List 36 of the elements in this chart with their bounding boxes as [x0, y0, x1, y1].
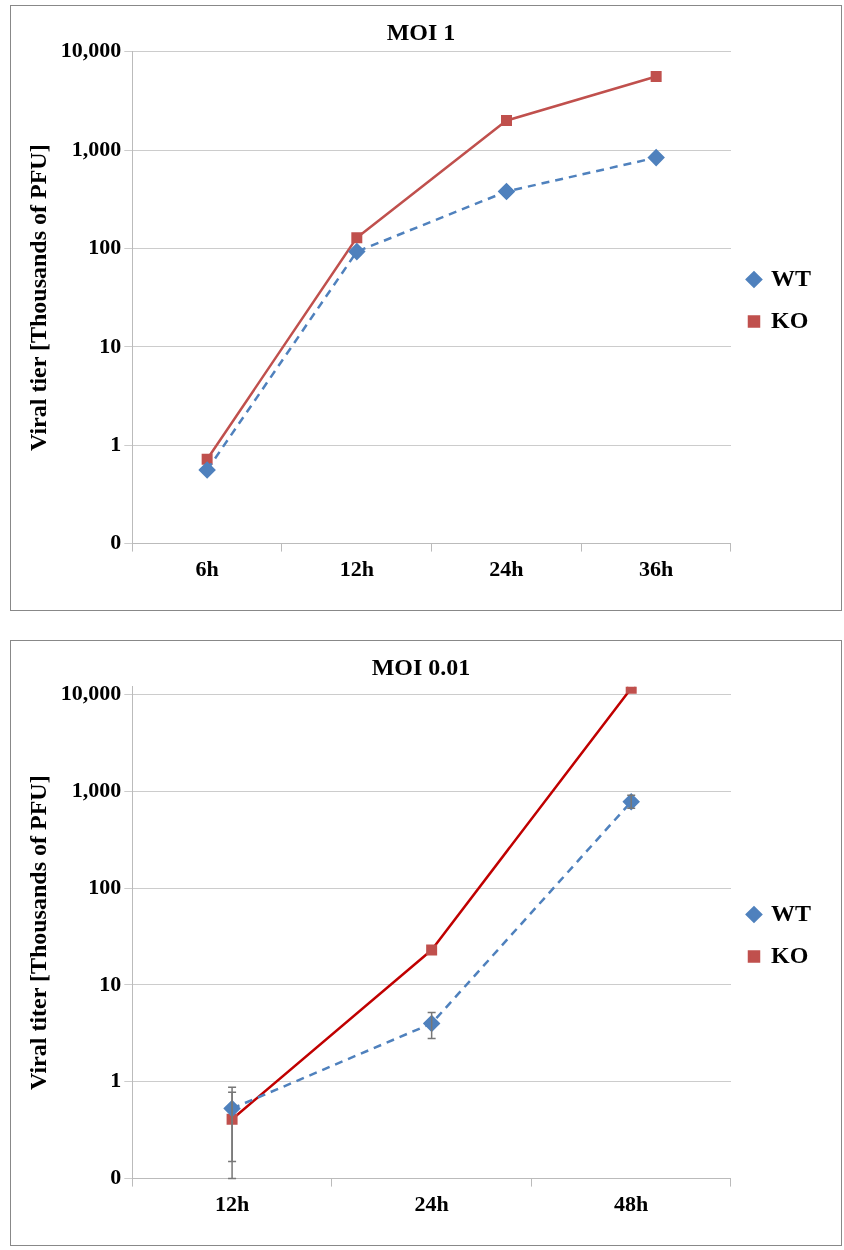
legend-label: KO — [770, 306, 809, 333]
y-tick-label: 10,000 — [60, 37, 122, 63]
y-tick-label: 100 — [88, 234, 122, 260]
x-tick-label: 24h — [414, 1191, 449, 1217]
y-axis-title: Viral titer [Thousands of PFU] — [24, 775, 51, 1091]
point — [198, 461, 216, 479]
x-tick-label: 48h — [614, 1191, 649, 1217]
y-tick-label: 100 — [88, 873, 122, 899]
y-tick-label: 0 — [110, 529, 122, 555]
y-axis-title: Viral tier [Thousands of PFU] — [24, 144, 51, 452]
legend-label: WT — [770, 899, 812, 926]
y-tick-label: 10 — [99, 970, 122, 996]
y-tick-label: 1,000 — [71, 135, 122, 161]
point — [647, 149, 665, 166]
y-tick-label: 10,000 — [60, 680, 122, 706]
point — [650, 71, 662, 83]
y-tick-label: 10 — [99, 332, 122, 358]
y-tick-label: 1 — [110, 430, 122, 456]
y-tick-label: 1,000 — [71, 776, 122, 802]
y-tick-label: 0 — [110, 1164, 122, 1190]
chart-title: MOI 1 — [386, 18, 456, 45]
x-tick-label: 12h — [339, 556, 374, 582]
x-tick-label: 36h — [639, 556, 674, 582]
x-tick-label: 12h — [214, 1191, 250, 1217]
point — [348, 243, 366, 260]
point — [500, 115, 512, 127]
point — [351, 232, 363, 244]
point — [622, 793, 640, 810]
chart-title: MOI 0.01 — [371, 653, 471, 680]
legend-label: WT — [770, 264, 812, 291]
y-tick-label: 1 — [110, 1067, 122, 1093]
point — [498, 183, 515, 200]
x-tick-label: 24h — [489, 556, 524, 582]
point — [201, 453, 213, 465]
x-tick-label: 6h — [195, 556, 219, 582]
legend-label: KO — [770, 941, 809, 968]
